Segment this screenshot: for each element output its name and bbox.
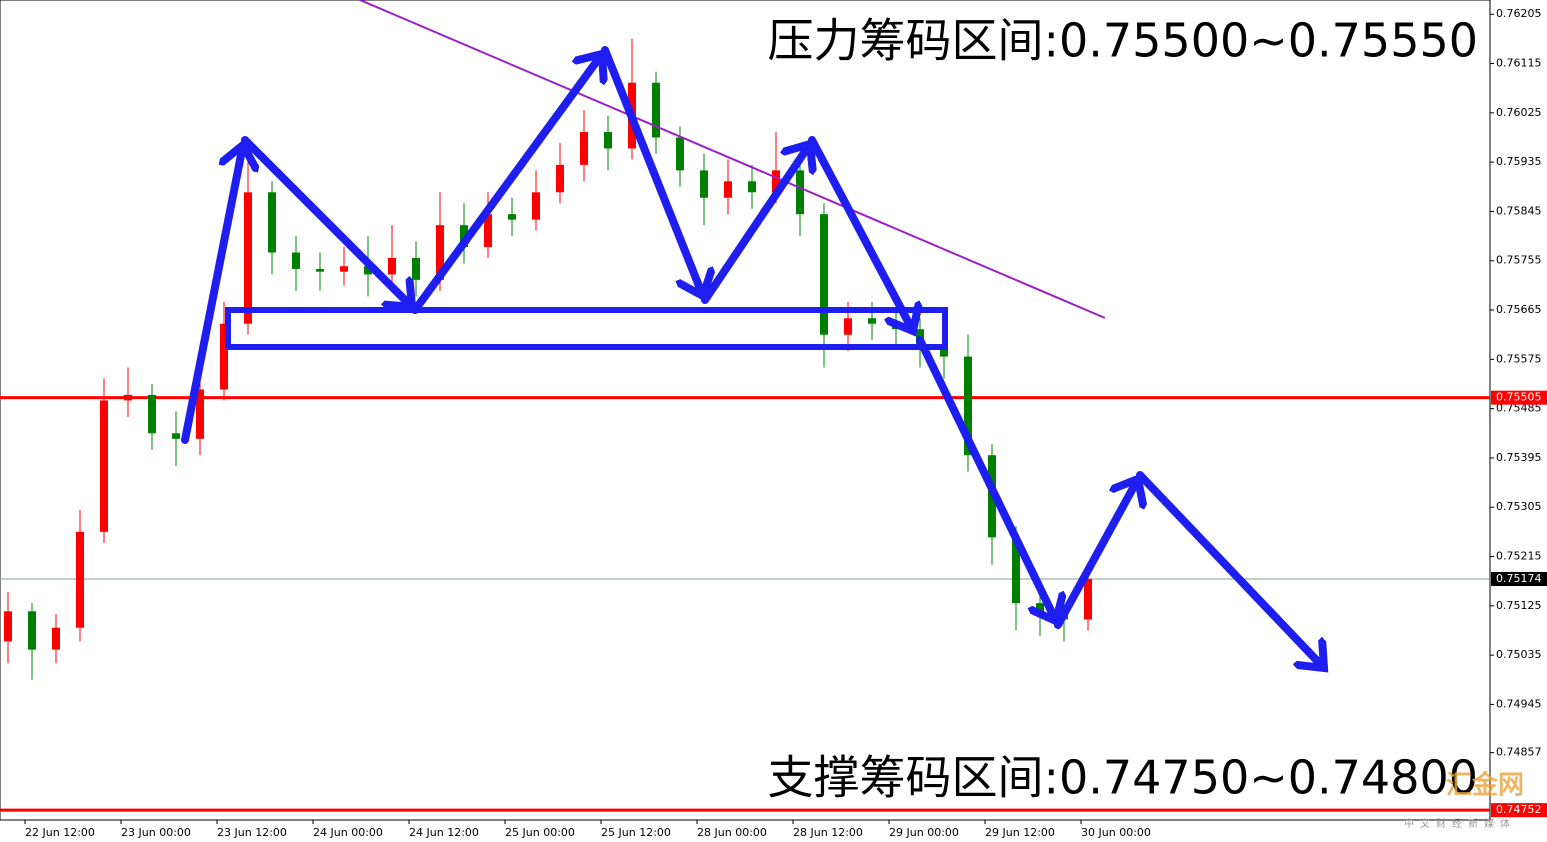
y-tick-label: 0.75035 bbox=[1496, 648, 1542, 661]
price-label: 0.74752 bbox=[1496, 803, 1542, 816]
candle-body bbox=[1012, 537, 1020, 604]
price-label: 0.75174 bbox=[1496, 572, 1542, 585]
candle-body bbox=[820, 214, 828, 335]
candle-body bbox=[1036, 603, 1044, 615]
price-label-bg bbox=[1491, 803, 1547, 818]
y-tick-label: 0.75755 bbox=[1496, 254, 1542, 267]
candle-body bbox=[364, 266, 372, 275]
price-label-bg bbox=[1491, 390, 1547, 405]
candle-body bbox=[4, 611, 12, 642]
candle-body bbox=[172, 433, 180, 439]
y-tick-label: 0.75125 bbox=[1496, 599, 1542, 612]
x-tick-label: 23 Jun 00:00 bbox=[121, 826, 191, 839]
candle-body bbox=[124, 394, 132, 401]
candle-body bbox=[532, 192, 540, 220]
arrow bbox=[701, 144, 810, 304]
candle-body bbox=[436, 225, 444, 280]
x-tick-label: 25 Jun 12:00 bbox=[601, 826, 671, 839]
candle-body bbox=[1084, 578, 1092, 620]
candle-body bbox=[76, 531, 84, 628]
candle-body bbox=[652, 82, 660, 138]
watermark-logo: 汇金网 bbox=[1446, 770, 1524, 801]
arrows bbox=[181, 46, 1324, 668]
arrow bbox=[1136, 471, 1324, 668]
candle-body bbox=[220, 323, 228, 390]
arrow bbox=[808, 136, 913, 331]
candle-body bbox=[892, 323, 900, 330]
candle-body bbox=[676, 137, 684, 171]
candle-body bbox=[604, 132, 612, 149]
candle-body bbox=[748, 181, 756, 193]
candle-body bbox=[940, 345, 948, 357]
candle-body bbox=[292, 252, 300, 269]
candle-body bbox=[244, 192, 252, 324]
watermark-sub: 中文财经新媒体 bbox=[1404, 817, 1516, 830]
y-tick-label: 0.76205 bbox=[1496, 7, 1542, 20]
candle-body bbox=[28, 611, 36, 650]
x-tick-label: 25 Jun 00:00 bbox=[505, 826, 575, 839]
x-tick-label: 28 Jun 12:00 bbox=[793, 826, 863, 839]
arrow bbox=[411, 54, 602, 314]
trend-line bbox=[359, 0, 1106, 319]
y-tick-label: 0.75305 bbox=[1496, 500, 1542, 513]
y-tick-label: 0.75575 bbox=[1496, 352, 1542, 365]
candle-body bbox=[412, 257, 420, 280]
zone-box bbox=[225, 307, 948, 350]
candle-body bbox=[772, 170, 780, 193]
candle-body bbox=[724, 181, 732, 198]
x-tick-label: 28 Jun 00:00 bbox=[697, 826, 767, 839]
arrow bbox=[241, 136, 412, 307]
y-tick-label: 0.76115 bbox=[1496, 57, 1542, 70]
arrow bbox=[916, 336, 1056, 621]
candle-body bbox=[100, 400, 108, 532]
candle-body bbox=[556, 164, 564, 193]
candle-body bbox=[148, 394, 156, 434]
candle-body bbox=[52, 627, 60, 650]
support-annotation: 支撑筹码区间:0.74750~0.74800 bbox=[768, 751, 1478, 805]
x-tick-label: 23 Jun 12:00 bbox=[217, 826, 287, 839]
x-tick-label: 22 Jun 12:00 bbox=[25, 826, 95, 839]
y-tick-label: 0.75215 bbox=[1496, 550, 1542, 563]
y-tick-label: 0.75935 bbox=[1496, 155, 1542, 168]
candle-body bbox=[964, 356, 972, 456]
candle-body bbox=[196, 389, 204, 439]
candle-body bbox=[340, 266, 348, 272]
candle-body bbox=[268, 192, 276, 253]
candle-body bbox=[316, 268, 324, 272]
candle-body bbox=[484, 214, 492, 248]
candle-body bbox=[868, 318, 876, 324]
y-tick-label: 0.75665 bbox=[1496, 303, 1542, 316]
y-tick-label: 0.74857 bbox=[1496, 746, 1542, 759]
price-label-bg bbox=[1491, 571, 1547, 586]
resistance-annotation: 压力筹码区间:0.75500~0.75550 bbox=[768, 14, 1478, 68]
x-tick-label: 29 Jun 00:00 bbox=[889, 826, 959, 839]
arrow bbox=[181, 145, 243, 444]
candle-body bbox=[796, 170, 804, 215]
x-tick-label: 24 Jun 12:00 bbox=[409, 826, 479, 839]
plot-frame bbox=[0, 0, 1491, 821]
x-tick-label: 29 Jun 12:00 bbox=[985, 826, 1055, 839]
x-tick-label: 30 Jun 00:00 bbox=[1081, 826, 1151, 839]
candle-body bbox=[844, 318, 852, 335]
y-tick-label: 0.76025 bbox=[1496, 106, 1542, 119]
candle-body bbox=[388, 257, 396, 275]
y-tick-label: 0.75395 bbox=[1496, 451, 1542, 464]
price-label: 0.75505 bbox=[1496, 391, 1542, 404]
candle-body bbox=[460, 225, 468, 248]
arrow bbox=[1054, 479, 1138, 629]
y-tick-label: 0.74945 bbox=[1496, 697, 1542, 710]
candle-body bbox=[508, 214, 516, 220]
arrow bbox=[601, 46, 703, 296]
y-tick-label: 0.75485 bbox=[1496, 402, 1542, 415]
y-tick-label: 0.75845 bbox=[1496, 204, 1542, 217]
candle-body bbox=[700, 170, 708, 198]
x-tick-label: 24 Jun 00:00 bbox=[313, 826, 383, 839]
candle-body bbox=[580, 132, 588, 165]
